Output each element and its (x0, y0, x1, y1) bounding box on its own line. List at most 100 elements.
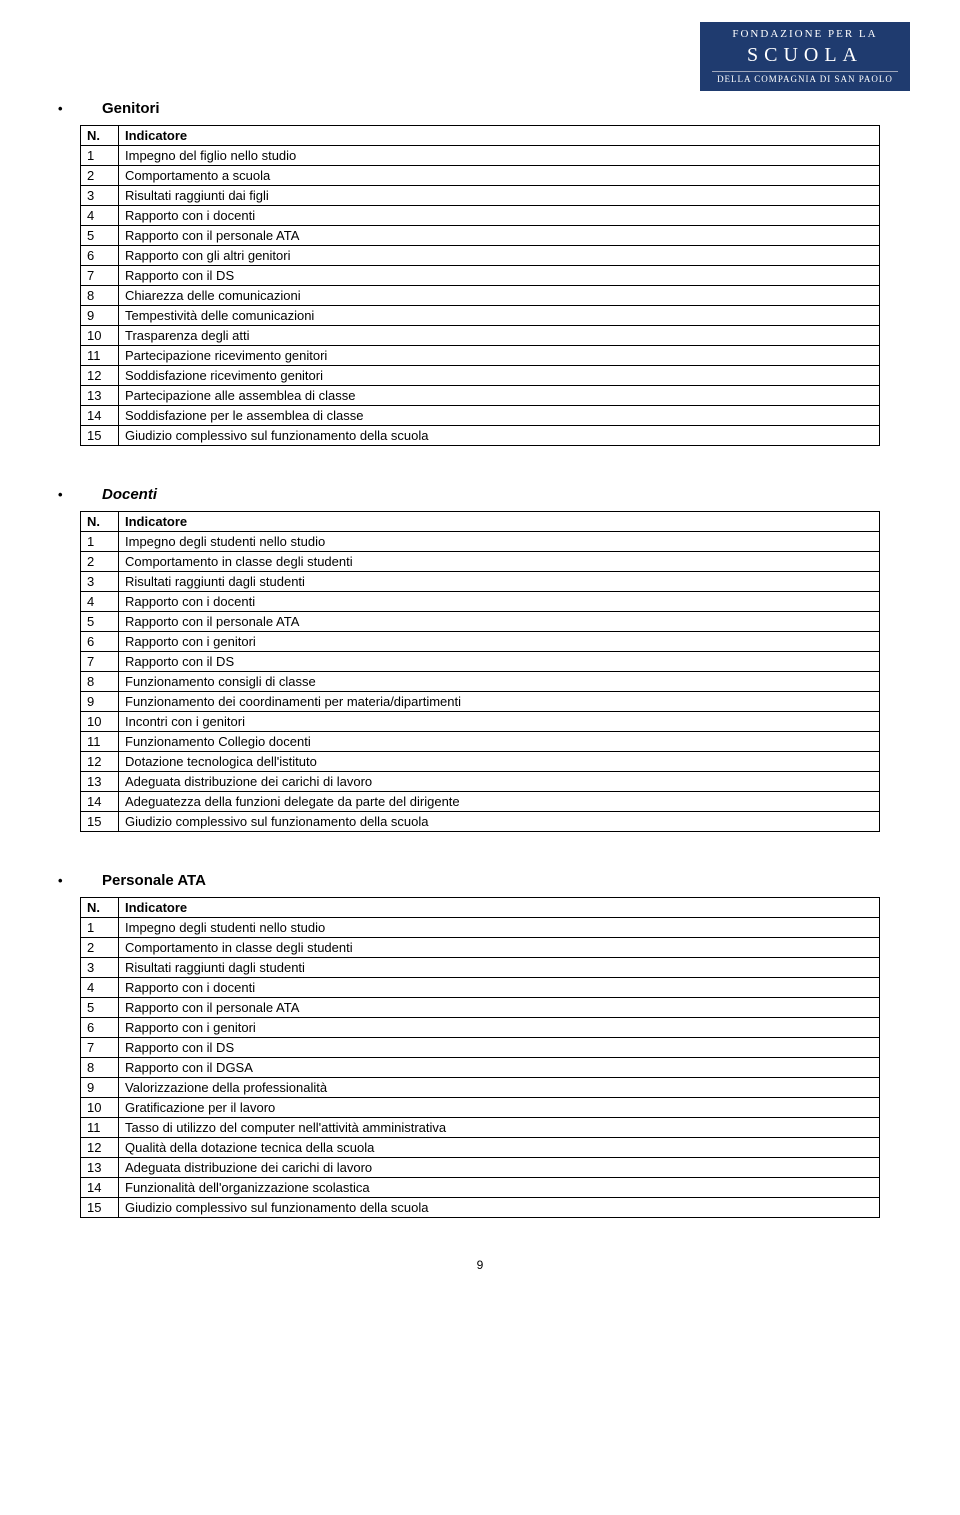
cell-n: 5 (81, 612, 119, 632)
column-header-indicatore: Indicatore (119, 126, 880, 146)
cell-n: 7 (81, 1038, 119, 1058)
cell-indicatore: Funzionalità dell'organizzazione scolast… (119, 1178, 880, 1198)
logo-line-3: DELLA COMPAGNIA DI SAN PAOLO (704, 74, 906, 85)
brand-logo: FONDAZIONE PER LA SCUOLA DELLA COMPAGNIA… (700, 22, 910, 91)
cell-indicatore: Funzionamento consigli di classe (119, 672, 880, 692)
table-row: 13Partecipazione alle assemblea di class… (81, 386, 880, 406)
table-row: 6Rapporto con i genitori (81, 632, 880, 652)
table-docenti: N.Indicatore1Impegno degli studenti nell… (80, 511, 880, 832)
cell-indicatore: Giudizio complessivo sul funzionamento d… (119, 426, 880, 446)
cell-n: 6 (81, 632, 119, 652)
cell-n: 3 (81, 958, 119, 978)
cell-indicatore: Soddisfazione per le assemblea di classe (119, 406, 880, 426)
cell-n: 13 (81, 772, 119, 792)
cell-indicatore: Tempestività delle comunicazioni (119, 306, 880, 326)
cell-n: 14 (81, 792, 119, 812)
table-row: 5Rapporto con il personale ATA (81, 226, 880, 246)
bullet-icon: • (80, 487, 102, 502)
cell-indicatore: Adeguata distribuzione dei carichi di la… (119, 772, 880, 792)
cell-indicatore: Rapporto con il DS (119, 652, 880, 672)
cell-indicatore: Comportamento in classe degli studenti (119, 552, 880, 572)
table-row: 14Funzionalità dell'organizzazione scola… (81, 1178, 880, 1198)
table-row: 8Funzionamento consigli di classe (81, 672, 880, 692)
column-header-indicatore: Indicatore (119, 512, 880, 532)
cell-n: 4 (81, 592, 119, 612)
cell-indicatore: Rapporto con i genitori (119, 632, 880, 652)
table-row: 11Partecipazione ricevimento genitori (81, 346, 880, 366)
table-row: 15Giudizio complessivo sul funzionamento… (81, 1198, 880, 1218)
table-header-row: N.Indicatore (81, 898, 880, 918)
cell-indicatore: Incontri con i genitori (119, 712, 880, 732)
cell-indicatore: Impegno degli studenti nello studio (119, 918, 880, 938)
cell-n: 9 (81, 306, 119, 326)
table-row: 9Valorizzazione della professionalità (81, 1078, 880, 1098)
logo-divider (712, 71, 898, 72)
cell-indicatore: Adeguata distribuzione dei carichi di la… (119, 1158, 880, 1178)
cell-indicatore: Tasso di utilizzo del computer nell'atti… (119, 1118, 880, 1138)
cell-n: 6 (81, 246, 119, 266)
cell-n: 11 (81, 346, 119, 366)
cell-indicatore: Rapporto con il DS (119, 1038, 880, 1058)
column-header-n: N. (81, 512, 119, 532)
table-personale-ata: N.Indicatore1Impegno degli studenti nell… (80, 897, 880, 1218)
table-row: 5Rapporto con il personale ATA (81, 612, 880, 632)
cell-indicatore: Rapporto con i docenti (119, 206, 880, 226)
table-row: 1Impegno degli studenti nello studio (81, 532, 880, 552)
cell-indicatore: Risultati raggiunti dagli studenti (119, 958, 880, 978)
cell-n: 10 (81, 712, 119, 732)
logo-line-1: FONDAZIONE PER LA (704, 28, 906, 41)
table-row: 13Adeguata distribuzione dei carichi di … (81, 772, 880, 792)
cell-indicatore: Valorizzazione della professionalità (119, 1078, 880, 1098)
cell-n: 6 (81, 1018, 119, 1038)
cell-indicatore: Dotazione tecnologica dell'istituto (119, 752, 880, 772)
cell-indicatore: Giudizio complessivo sul funzionamento d… (119, 1198, 880, 1218)
table-row: 3Risultati raggiunti dagli studenti (81, 572, 880, 592)
table-row: 7Rapporto con il DS (81, 266, 880, 286)
table-row: 10Incontri con i genitori (81, 712, 880, 732)
cell-indicatore: Trasparenza degli atti (119, 326, 880, 346)
cell-indicatore: Funzionamento Collegio docenti (119, 732, 880, 752)
section-heading-genitori: •Genitori (102, 100, 880, 117)
cell-indicatore: Partecipazione alle assemblea di classe (119, 386, 880, 406)
sections-container: •GenitoriN.Indicatore1Impegno del figlio… (80, 100, 880, 1218)
page-number: 9 (80, 1258, 880, 1272)
section-heading-personale-ata: •Personale ATA (102, 872, 880, 889)
cell-indicatore: Rapporto con gli altri genitori (119, 246, 880, 266)
cell-n: 5 (81, 998, 119, 1018)
table-row: 15Giudizio complessivo sul funzionamento… (81, 426, 880, 446)
cell-n: 3 (81, 572, 119, 592)
cell-n: 8 (81, 672, 119, 692)
cell-n: 14 (81, 406, 119, 426)
cell-n: 10 (81, 326, 119, 346)
cell-n: 9 (81, 1078, 119, 1098)
table-row: 7Rapporto con il DS (81, 1038, 880, 1058)
cell-indicatore: Impegno del figlio nello studio (119, 146, 880, 166)
cell-n: 2 (81, 938, 119, 958)
cell-n: 10 (81, 1098, 119, 1118)
table-row: 12Qualità della dotazione tecnica della … (81, 1138, 880, 1158)
cell-indicatore: Gratificazione per il lavoro (119, 1098, 880, 1118)
table-row: 3Risultati raggiunti dagli studenti (81, 958, 880, 978)
cell-n: 15 (81, 812, 119, 832)
section-title: Docenti (102, 486, 157, 503)
table-row: 2Comportamento in classe degli studenti (81, 938, 880, 958)
cell-indicatore: Rapporto con il personale ATA (119, 612, 880, 632)
table-row: 6Rapporto con gli altri genitori (81, 246, 880, 266)
table-row: 14Adeguatezza della funzioni delegate da… (81, 792, 880, 812)
table-row: 8Chiarezza delle comunicazioni (81, 286, 880, 306)
table-row: 5Rapporto con il personale ATA (81, 998, 880, 1018)
bullet-icon: • (80, 873, 102, 888)
cell-n: 1 (81, 532, 119, 552)
table-row: 4Rapporto con i docenti (81, 206, 880, 226)
cell-indicatore: Risultati raggiunti dagli studenti (119, 572, 880, 592)
cell-n: 8 (81, 286, 119, 306)
table-row: 10Trasparenza degli atti (81, 326, 880, 346)
cell-n: 15 (81, 426, 119, 446)
cell-n: 7 (81, 266, 119, 286)
cell-n: 8 (81, 1058, 119, 1078)
cell-indicatore: Partecipazione ricevimento genitori (119, 346, 880, 366)
cell-n: 15 (81, 1198, 119, 1218)
table-row: 4Rapporto con i docenti (81, 592, 880, 612)
cell-n: 11 (81, 1118, 119, 1138)
cell-n: 7 (81, 652, 119, 672)
